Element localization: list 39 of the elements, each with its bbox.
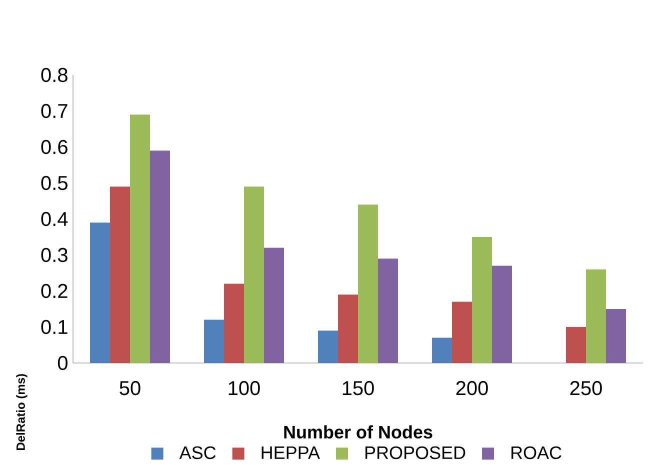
bar [452,302,472,363]
bar [110,186,130,363]
y-tick-label: 0.1 [41,320,68,334]
y-tick-label: 0.3 [41,248,68,262]
bar [318,330,338,363]
bar [224,284,244,363]
legend-label: ROAC [512,446,562,460]
bar [244,186,264,363]
legend-label: HEPPA [262,446,320,459]
bar [130,114,150,363]
y-tick-label: 0.2 [41,284,68,298]
y-tick-label: 0.4 [41,212,68,226]
y-tick-label: 0.8 [41,68,68,82]
bar [378,258,398,363]
bar [432,338,452,363]
bar [264,248,284,363]
bar [150,150,170,363]
x-tick-label: 50 [120,381,140,396]
x-tick-label: 200 [456,381,488,396]
bar [338,294,358,363]
legend-label: PROPOSED [365,446,466,460]
bar [90,222,110,363]
y-tick-label: 0.5 [41,176,68,190]
x-tick-label: 150 [342,381,374,396]
bar [358,204,378,363]
bar [472,237,492,363]
y-tick-label: 0.6 [41,140,68,154]
bar [566,327,586,363]
bar [606,309,626,363]
x-axis-title: Number of Nodes [284,425,432,439]
y-tick-label: 0 [58,356,68,370]
bar [586,269,606,363]
bar [204,320,224,363]
x-tick-label: 100 [228,381,260,396]
y-axis-title: DelRatio (ms) [16,374,28,450]
x-tick-label: 250 [570,381,602,396]
legend-label: ASC [179,446,216,460]
bar [492,266,512,363]
y-tick-label: 0.7 [41,104,68,118]
